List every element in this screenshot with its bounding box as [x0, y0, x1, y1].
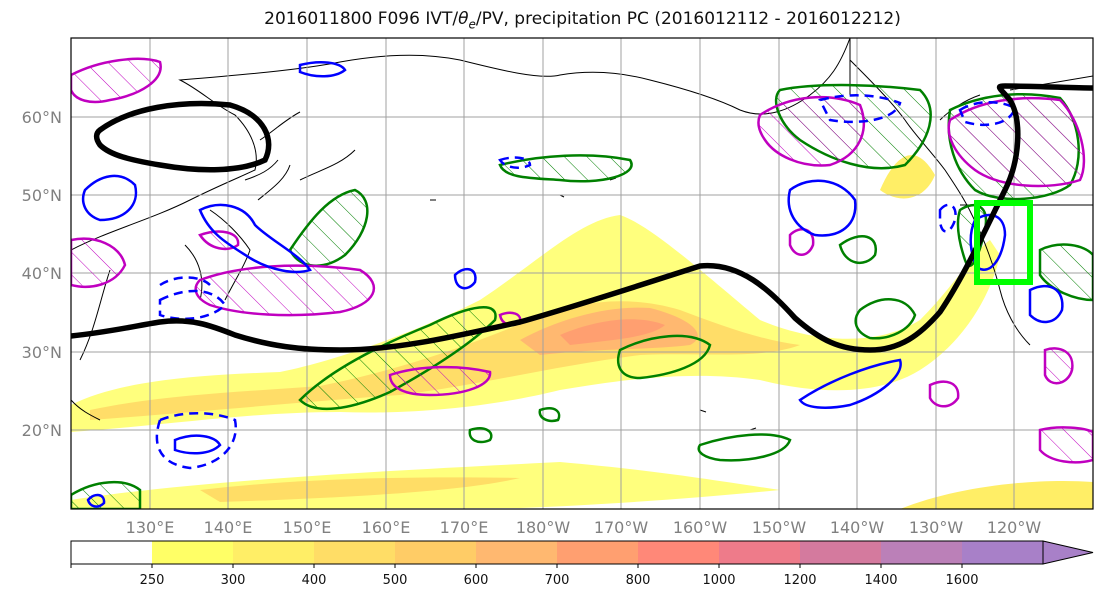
map-area: [71, 38, 1093, 509]
colorbar-tick-label: 250: [140, 573, 165, 588]
lon-label: 160°E: [362, 518, 411, 537]
colorbar-segment: [152, 541, 234, 564]
pv-blue-contours: [81, 61, 1064, 508]
lon-label: 150°E: [283, 518, 332, 537]
lon-label: 170°E: [440, 518, 489, 537]
colorbar-tick-label: 1600: [945, 573, 978, 588]
lon-label: 170°W: [594, 518, 649, 537]
colorbar-segment: [800, 541, 882, 564]
lat-label: 20°N: [22, 421, 62, 440]
colorbar-tick-label: 1200: [783, 573, 816, 588]
map-frame: [70, 37, 1094, 510]
colorbar-tick-label: 800: [626, 573, 651, 588]
colorbar-segment: [962, 541, 1044, 564]
colorbar-segment: [314, 541, 396, 564]
lon-label: 180°W: [516, 518, 571, 537]
colorbar-tick-label: 400: [302, 573, 327, 588]
lon-label: 150°W: [752, 518, 807, 537]
colorbar-segment: [476, 541, 558, 564]
colorbar-tick-label: 1400: [864, 573, 897, 588]
theta-e-contour: [71, 83, 1093, 353]
lon-label: 120°W: [987, 518, 1042, 537]
title-theta-subscript: e: [468, 17, 476, 32]
colorbar-tick-label: 600: [464, 573, 489, 588]
lat-label: 30°N: [22, 343, 62, 362]
lon-label: 130°W: [909, 518, 964, 537]
colorbar: 250 300 400 500 600 700 800 1000 1200 1400 1600: [70, 540, 1094, 588]
highlight-box: [974, 200, 1033, 285]
colorbar-tick-label: 500: [383, 573, 408, 588]
pv-magenta-contours: [71, 57, 1093, 464]
colorbar-tick-label: 700: [545, 573, 570, 588]
lat-label: 60°N: [22, 108, 62, 127]
title-prefix: 2016011800 F096 IVT/: [264, 9, 459, 29]
lon-label: 130°E: [126, 518, 175, 537]
lat-label: 50°N: [22, 186, 62, 205]
colorbar-segment: [638, 541, 720, 564]
lon-label: 140°W: [830, 518, 885, 537]
colorbar-segment: [395, 541, 477, 564]
colorbar-tick-label: 1000: [702, 573, 735, 588]
title-theta: θ: [458, 9, 469, 29]
colorbar-segment: [71, 541, 153, 564]
lat-label: 40°N: [22, 264, 62, 283]
ivt-shading: [71, 155, 1093, 509]
latitude-labels: 60°N 50°N 40°N 30°N 20°N: [22, 108, 62, 440]
title-suffix: /PV, precipitation PC (2016012112 - 2016…: [475, 9, 901, 29]
colorbar-tick-label: 300: [221, 573, 246, 588]
lon-label: 140°E: [204, 518, 253, 537]
colorbar-segment: [719, 541, 801, 564]
lon-label: 160°W: [673, 518, 728, 537]
map-title: 2016011800 F096 IVT/θe/PV, precipitation…: [0, 9, 1105, 31]
colorbar-segment: [881, 541, 963, 564]
pv-blue-dashed-contours: [155, 94, 1017, 470]
colorbar-segment: [233, 541, 315, 564]
longitude-labels: 130°E 140°E 150°E 160°E 170°E 180°W 170°…: [126, 518, 1042, 537]
colorbar-extension: [1042, 540, 1094, 565]
colorbar-segment: [557, 541, 639, 564]
